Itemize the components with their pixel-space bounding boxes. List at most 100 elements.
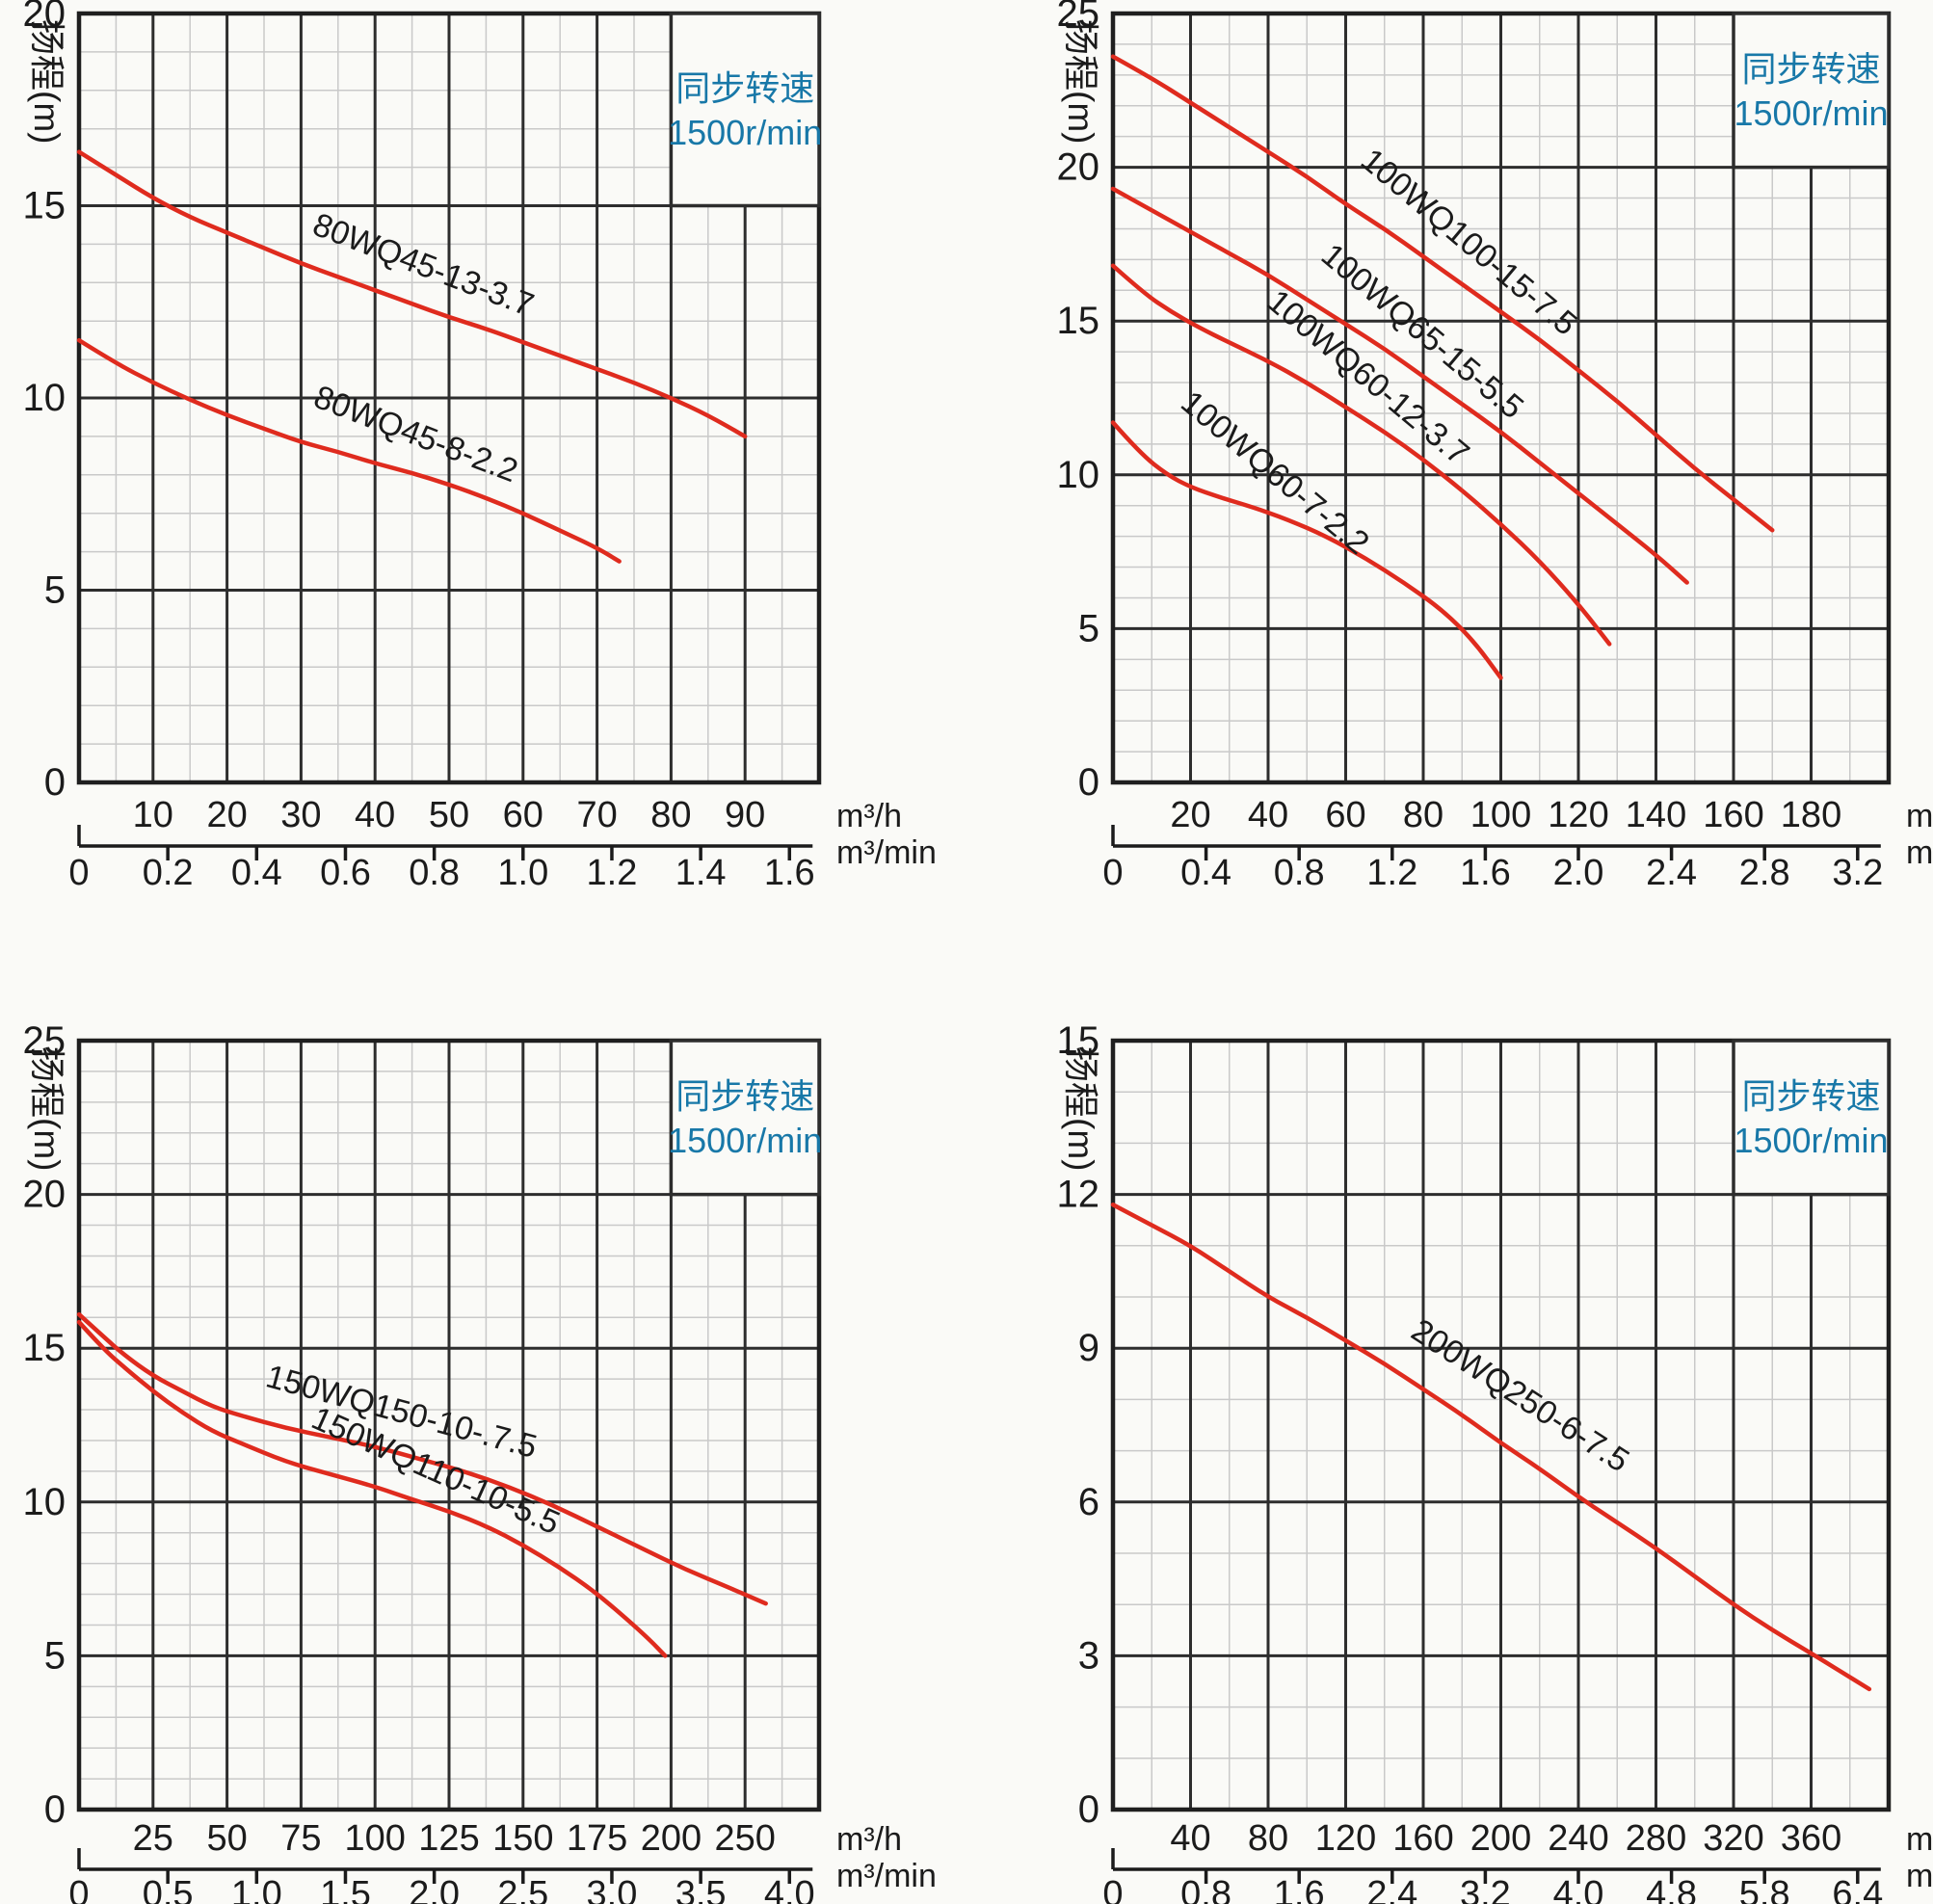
x2-tick-label: 1.6 xyxy=(1460,853,1511,893)
pump-curve-150WQ110-10-5.5 xyxy=(76,1319,668,1658)
speed-note-box xyxy=(669,12,821,208)
x-axis-labels: 40 80 120 160 200 240 280 320 360 xyxy=(1170,1818,1841,1859)
x-tick-label: 20 xyxy=(1170,795,1210,835)
x2-tick-label: 0 xyxy=(68,1874,89,1904)
x2-tick-label: 0.8 xyxy=(1274,853,1325,893)
x-tick-label: 80 xyxy=(1403,795,1443,835)
x-tick-label: 50 xyxy=(206,1818,247,1859)
chart-200wq250-svg: 同步转速1500r/min200WQ250-6-7.5扬程(m)03691215… xyxy=(1057,1019,1933,1904)
x2-tick-label: 4.8 xyxy=(1646,1874,1697,1904)
y-axis-labels: 0 5 10 15 20 25 xyxy=(23,1019,66,1831)
x-tick-label: 80 xyxy=(650,795,691,835)
x2-tick-label: 1.0 xyxy=(497,853,548,893)
x2-tick-label: 4.0 xyxy=(1553,1874,1604,1904)
x-tick-label: 200 xyxy=(641,1818,702,1859)
x-tick-label: 140 xyxy=(1626,795,1686,835)
x-tick-label: 180 xyxy=(1781,795,1841,835)
x2-tick-label: 1.4 xyxy=(675,853,727,893)
y-tick-label: 15 xyxy=(23,1327,66,1369)
x-axis-labels: 10 20 30 40 50 60 70 80 90 xyxy=(133,795,766,835)
secondary-axis: 0 0.8 1.6 2.4 3.2 4.0 4.8 5.8 6.4 xyxy=(1102,1848,1883,1904)
speed-note-line1: 同步转速 xyxy=(675,1076,814,1116)
unit-label-m3h: m³/h xyxy=(836,1821,902,1858)
x-tick-label: 120 xyxy=(1548,795,1608,835)
x-tick-label: 60 xyxy=(503,795,543,835)
x2-tick-label: 0 xyxy=(1102,1874,1123,1904)
x2-tick-label: 2.0 xyxy=(1553,853,1604,893)
pump-curve-80WQ45-13-3.7 xyxy=(76,149,748,439)
y-tick-label: 15 xyxy=(1057,1019,1100,1062)
y-tick-label: 0 xyxy=(1078,1788,1099,1831)
speed-note-line2: 1500r/min xyxy=(1734,93,1888,133)
x-tick-label: 120 xyxy=(1315,1818,1376,1859)
x-tick-label: 200 xyxy=(1470,1818,1531,1859)
unit-label-m3h: m³/h xyxy=(1906,798,1933,834)
pump-curve-200WQ250-6-7.5 xyxy=(1110,1202,1872,1692)
x-tick-label: 250 xyxy=(714,1818,775,1859)
y-tick-label: 5 xyxy=(44,569,66,612)
x2-tick-label: 0.8 xyxy=(409,853,460,893)
plot-frame xyxy=(76,1038,822,1812)
plot-frame xyxy=(1110,1038,1892,1812)
secondary-axis: 0 0.4 0.8 1.2 1.6 2.0 2.4 2.8 3.2 xyxy=(1102,825,1883,893)
chart-150wq: 同步转速 1500r/min 150WQ150-10-.7.5 150WQ110-10… xyxy=(0,992,966,1904)
unit-label-m3min: m³/min xyxy=(1906,834,1933,871)
x-tick-label: 75 xyxy=(280,1818,321,1859)
plot-frame xyxy=(76,11,822,785)
x-tick-label: 10 xyxy=(133,795,173,835)
x-tick-label: 25 xyxy=(133,1818,173,1859)
x-tick-label: 40 xyxy=(1248,795,1288,835)
y-tick-label: 3 xyxy=(1078,1634,1099,1677)
grid-major xyxy=(1113,1041,1889,1810)
x2-tick-label: 2.8 xyxy=(1739,853,1790,893)
chart-200wq250: 同步转速 1500r/min 200WQ250-6-7.5 扬程(m) 0 3 6 9 12 15… xyxy=(1017,992,1933,1904)
pump-curve-100WQ60-12-3.7 xyxy=(1110,263,1612,647)
x2-tick-label: 0.4 xyxy=(231,853,282,893)
y-tick-label: 5 xyxy=(44,1634,66,1677)
y-tick-label: 15 xyxy=(1057,300,1100,342)
y-axis-title: 扬程(m) xyxy=(27,19,66,144)
x-tick-label: 240 xyxy=(1548,1818,1608,1859)
x2-tick-label: 1.2 xyxy=(587,853,638,893)
x2-tick-label: 1.6 xyxy=(1274,1874,1325,1904)
x2-tick-label: 1.2 xyxy=(1366,853,1417,893)
x-tick-label: 70 xyxy=(576,795,617,835)
y-axis-labels: 0 3 6 9 12 15 xyxy=(1057,1019,1100,1831)
speed-note-line1: 同步转速 xyxy=(1741,49,1880,89)
unit-label-m3min: m³/min xyxy=(836,1858,937,1894)
chart-100wq-svg: 同步转速1500r/min100WQ100-15-7.5100WQ65-15-5… xyxy=(1057,0,1933,893)
pump-curve-80WQ45-8-2.2 xyxy=(76,337,622,564)
unit-label-m3min: m³/min xyxy=(1906,1858,1933,1894)
x2-tick-label: 0.4 xyxy=(1180,853,1231,893)
chart-80wq45: 同步转速 1500r/min 80WQ45-13-3.7 80WQ45-8-2.2 扬程… xyxy=(0,0,966,954)
secondary-axis: 0 0.5 1.0 1.5 2.0 2.5 3.0 3.5 4.0 xyxy=(68,1848,815,1904)
x2-tick-label: 0 xyxy=(1102,853,1123,893)
x-tick-label: 80 xyxy=(1248,1818,1288,1859)
x-tick-label: 20 xyxy=(206,795,247,835)
speed-note-line1: 同步转速 xyxy=(1741,1076,1880,1116)
x2-tick-label: 3.0 xyxy=(587,1874,638,1904)
x-tick-label: 100 xyxy=(344,1818,405,1859)
x-tick-label: 150 xyxy=(492,1818,553,1859)
x2-tick-label: 6.4 xyxy=(1832,1874,1883,1904)
y-axis-title: 扬程(m) xyxy=(27,1046,66,1171)
x2-tick-label: 0.6 xyxy=(320,853,371,893)
x-tick-label: 50 xyxy=(429,795,469,835)
chart-150wq-svg: 同步转速1500r/min150WQ150-10-.7.5150WQ110-10… xyxy=(23,1019,937,1904)
pump-curve-150WQ150-10-.7.5 xyxy=(76,1311,768,1606)
y-axis-title: 扬程(m) xyxy=(1061,1046,1100,1171)
y-axis-labels: 0 5 10 15 20 25 xyxy=(1057,0,1100,804)
pump-curve-100WQ100-15-7.5 xyxy=(1110,54,1775,533)
x-tick-label: 60 xyxy=(1325,795,1365,835)
x2-tick-label: 4.0 xyxy=(764,1874,815,1904)
unit-label-m3min: m³/min xyxy=(836,834,937,871)
unit-label-m3h: m³/h xyxy=(1906,1821,1933,1858)
x-tick-label: 125 xyxy=(418,1818,479,1859)
x2-tick-label: 2.5 xyxy=(497,1874,548,1904)
y-tick-label: 0 xyxy=(44,1788,66,1831)
y-axis-labels: 0 5 10 15 20 xyxy=(23,0,66,804)
speed-note-box xyxy=(669,1039,821,1197)
y-tick-label: 25 xyxy=(1057,0,1100,35)
secondary-axis: 0 0.2 0.4 0.6 0.8 1.0 1.2 1.4 1.6 xyxy=(68,825,815,893)
y-tick-label: 10 xyxy=(23,1481,66,1523)
